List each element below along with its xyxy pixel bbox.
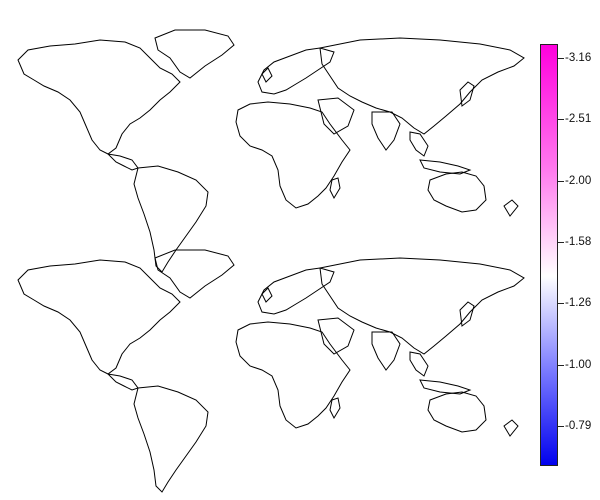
colorbar-tick-label: -0.79 bbox=[565, 420, 592, 432]
colorbar-tick bbox=[558, 426, 564, 427]
colorbar-tick bbox=[558, 364, 564, 366]
colorbar-gradient bbox=[540, 44, 558, 466]
bottom-world-map bbox=[17, 249, 525, 493]
colorbar-tick bbox=[558, 58, 564, 59]
colorbar-tick-label: -1.58 bbox=[565, 236, 592, 248]
colorbar-tick-label: -2.00 bbox=[565, 174, 592, 187]
colorbar-tick-label: -1.26 bbox=[565, 297, 592, 310]
colorbar-tick-label: -2.51 bbox=[565, 113, 592, 126]
colorbar-tick bbox=[558, 180, 564, 182]
colorbar-tick-label: -3.16 bbox=[565, 52, 592, 64]
colorbar-frame bbox=[540, 44, 558, 466]
colorbar-tick bbox=[558, 242, 564, 243]
colorbar-tick-label: -1.00 bbox=[565, 358, 592, 371]
top-world-map bbox=[17, 29, 525, 273]
colorbar-tick bbox=[558, 119, 564, 121]
colorbar-tick bbox=[558, 303, 564, 305]
